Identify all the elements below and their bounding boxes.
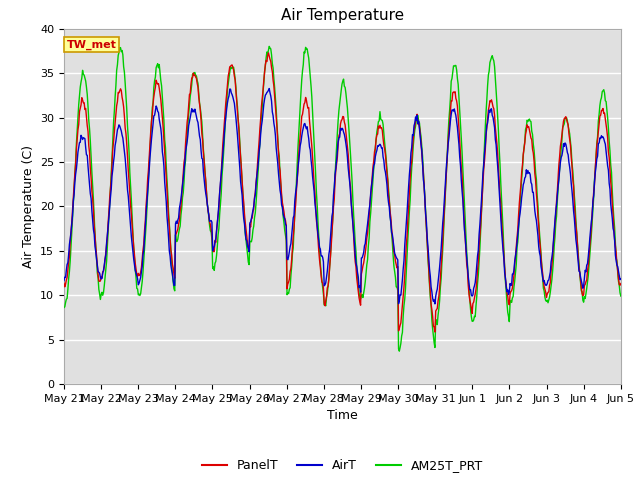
AM25T_PRT bbox=[266, 44, 273, 49]
AirT bbox=[184, 132, 192, 138]
AirT bbox=[617, 276, 625, 282]
AirT bbox=[214, 219, 221, 225]
AirT bbox=[411, 120, 419, 126]
AM25T_PRT bbox=[184, 121, 192, 127]
PanelT bbox=[60, 280, 68, 286]
Title: Air Temperature: Air Temperature bbox=[281, 9, 404, 24]
AM25T_PRT bbox=[70, 189, 78, 194]
PanelT bbox=[127, 212, 135, 217]
PanelT bbox=[264, 50, 272, 56]
AM25T_PRT bbox=[428, 317, 436, 323]
PanelT bbox=[431, 329, 439, 335]
AirT bbox=[428, 284, 435, 290]
AM25T_PRT bbox=[396, 348, 403, 354]
PanelT bbox=[617, 281, 625, 287]
Legend: PanelT, AirT, AM25T_PRT: PanelT, AirT, AM25T_PRT bbox=[196, 454, 488, 477]
AM25T_PRT bbox=[127, 197, 135, 203]
X-axis label: Time: Time bbox=[327, 409, 358, 422]
PanelT bbox=[214, 220, 221, 226]
AirT bbox=[127, 234, 135, 240]
Line: PanelT: PanelT bbox=[64, 53, 621, 332]
PanelT bbox=[184, 113, 192, 119]
PanelT bbox=[411, 123, 419, 129]
AirT bbox=[266, 85, 273, 91]
AM25T_PRT bbox=[214, 243, 221, 249]
Line: AM25T_PRT: AM25T_PRT bbox=[64, 47, 621, 351]
AirT bbox=[60, 278, 68, 284]
AM25T_PRT bbox=[60, 305, 68, 311]
Y-axis label: Air Temperature (C): Air Temperature (C) bbox=[22, 145, 35, 268]
Text: TW_met: TW_met bbox=[67, 39, 116, 50]
Line: AirT: AirT bbox=[64, 88, 621, 304]
AirT bbox=[431, 301, 439, 307]
AirT bbox=[70, 192, 78, 198]
PanelT bbox=[70, 183, 78, 189]
AM25T_PRT bbox=[412, 123, 419, 129]
AM25T_PRT bbox=[617, 293, 625, 299]
PanelT bbox=[428, 301, 435, 307]
